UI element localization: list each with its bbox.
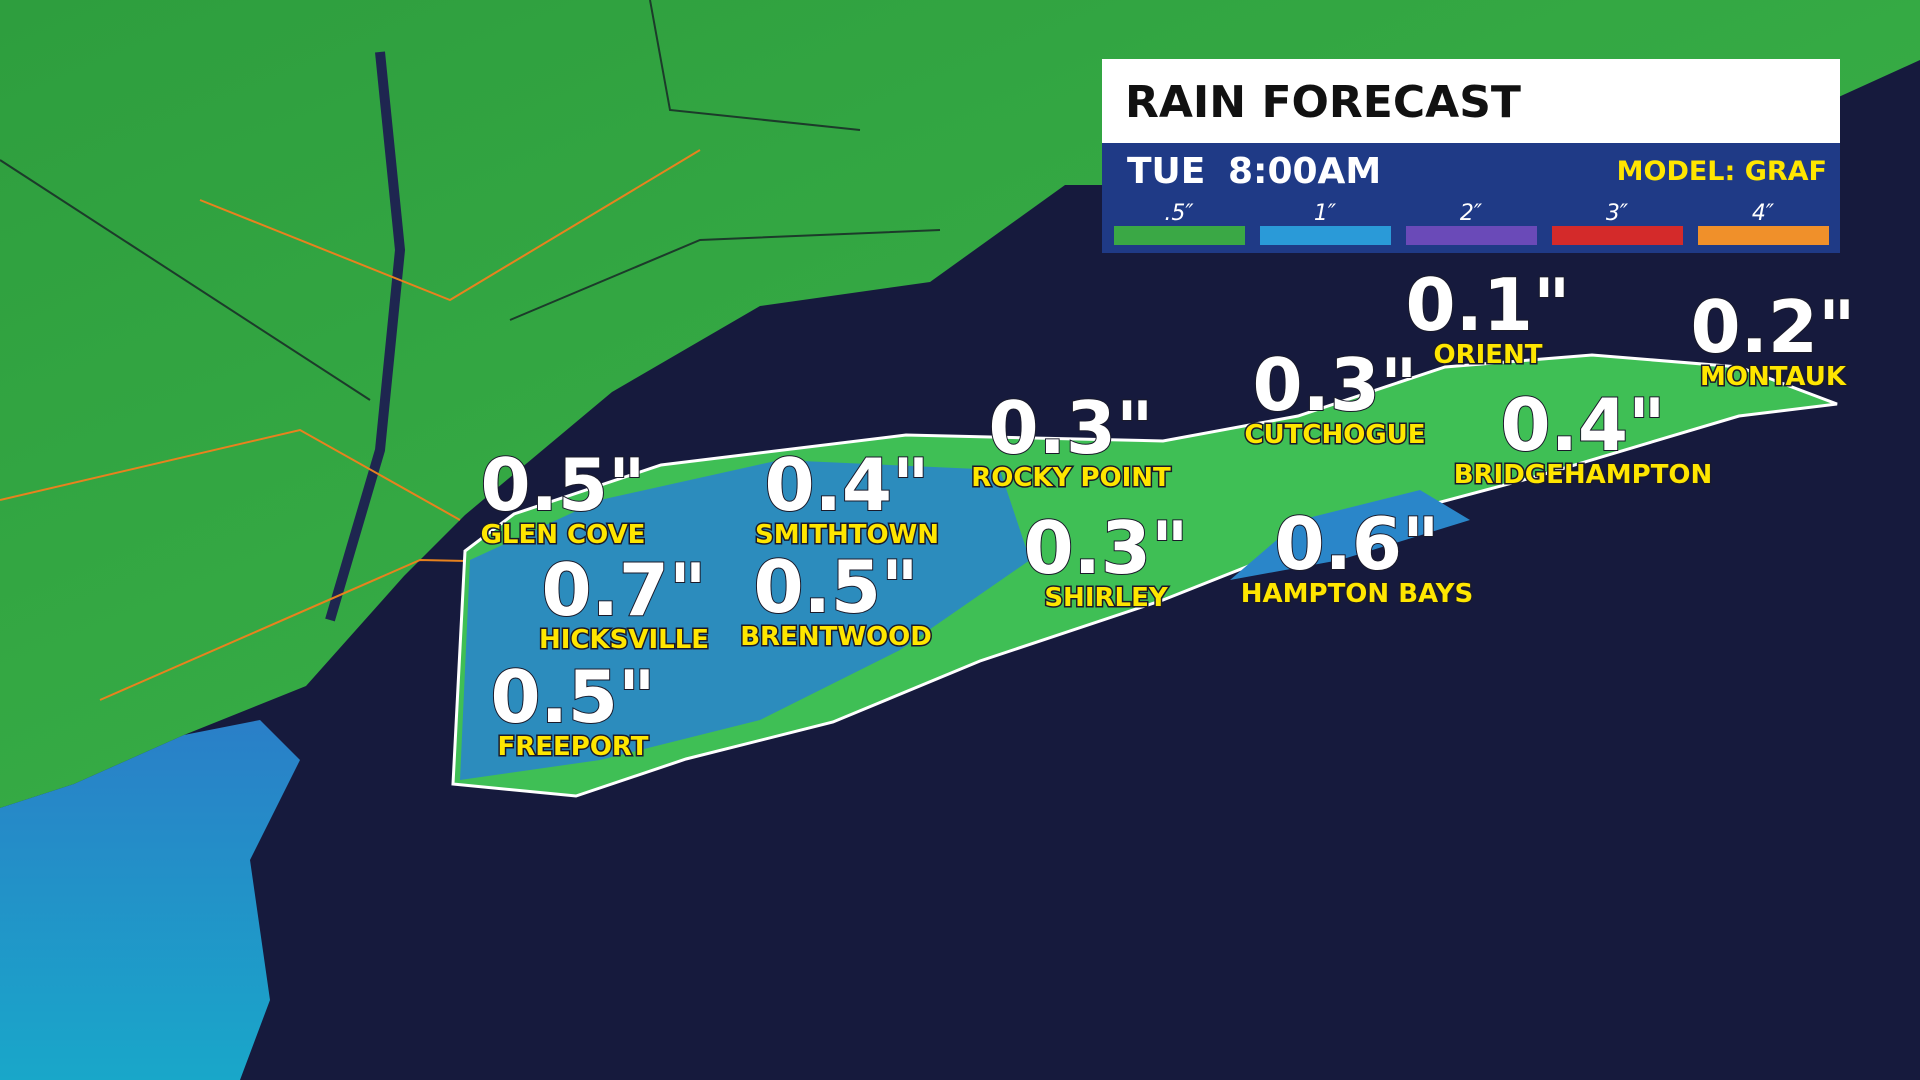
title: RAIN FORECAST: [1125, 77, 1521, 128]
city-name: SMITHTOWN: [755, 520, 939, 550]
rain-amount: 0.3": [1023, 506, 1188, 590]
day: TUE: [1127, 151, 1205, 192]
rain-amount: 0.3": [988, 386, 1153, 470]
legend-swatch: [1552, 226, 1683, 245]
hudson-river: [325, 51, 406, 622]
legend-swatch: [1260, 226, 1391, 245]
county-lines: [0, 0, 941, 401]
rain-amount: 0.5": [480, 443, 645, 527]
legend-label: 3″: [1606, 201, 1629, 226]
rain-area-east: [1230, 490, 1470, 580]
city-name: FREEPORT: [497, 732, 648, 762]
rain-amount: 0.5": [753, 545, 918, 629]
rain-amount: 0.1": [1405, 263, 1570, 347]
city-name: SHIRLEY: [1044, 583, 1169, 613]
legend: .5″ 1″ 2″ 3″ 4″: [1114, 201, 1829, 245]
mainland: [0, 0, 1920, 808]
rain-amount: 0.7": [541, 548, 706, 632]
city-name: ORIENT: [1433, 340, 1542, 370]
legend-swatch: [1114, 226, 1245, 245]
rain-area-west: [460, 460, 1030, 780]
rain-amount: 0.3": [1252, 343, 1417, 427]
legend-label: .5″: [1164, 201, 1194, 226]
legend-swatch: [1406, 226, 1537, 245]
time: 8:00AM: [1228, 151, 1381, 192]
city-name: HICKSVILLE: [539, 625, 709, 655]
legend-label: 2″: [1460, 201, 1483, 226]
rain-amount: 0.4": [764, 443, 929, 527]
city-name: HAMPTON BAYS: [1241, 579, 1473, 609]
city-name: ROCKY POINT: [971, 463, 1171, 493]
city-name: BRIDGEHAMPTON: [1454, 460, 1713, 490]
rain-amount: 0.2": [1690, 285, 1855, 369]
title-bar: [1102, 59, 1840, 143]
city-name: CUTCHOGUE: [1244, 420, 1425, 450]
model: MODEL: GRAF: [1617, 156, 1827, 187]
rain-amount: 0.6": [1274, 502, 1439, 586]
rain-amount: 0.4": [1500, 383, 1665, 467]
city-name: MONTAUK: [1700, 362, 1847, 392]
rain-amount: 0.5": [490, 655, 655, 739]
legend-label: 1″: [1314, 201, 1337, 226]
city-name: GLEN COVE: [481, 520, 646, 550]
new-jersey-rain: [0, 720, 300, 1080]
legend-label: 4″: [1752, 201, 1775, 226]
legend-swatch: [1698, 226, 1829, 245]
city-name: BRENTWOOD: [740, 622, 932, 652]
